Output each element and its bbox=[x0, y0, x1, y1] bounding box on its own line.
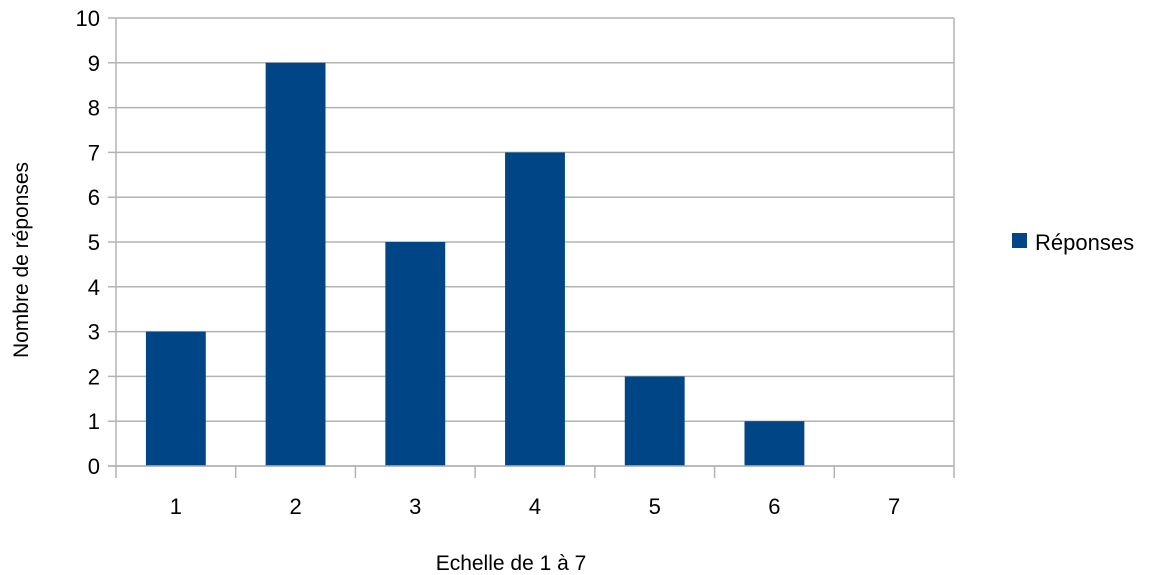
bar-3 bbox=[385, 242, 446, 466]
x-tick-label: 2 bbox=[289, 494, 301, 519]
y-tick-label: 1 bbox=[88, 409, 100, 434]
y-tick-label: 5 bbox=[88, 230, 100, 255]
x-tick-label: 7 bbox=[888, 494, 900, 519]
y-tick-label: 0 bbox=[88, 454, 100, 479]
x-axis-title: Echelle de 1 à 7 bbox=[436, 552, 587, 575]
axes bbox=[108, 18, 955, 478]
legend: Réponses bbox=[1012, 230, 1134, 255]
y-tick-label: 9 bbox=[88, 51, 100, 76]
x-tick-label: 1 bbox=[170, 494, 182, 519]
bar-1 bbox=[145, 331, 206, 466]
y-tick-label: 4 bbox=[88, 275, 100, 300]
y-tick-label: 6 bbox=[88, 185, 100, 210]
y-tick-label: 7 bbox=[88, 140, 100, 165]
y-tick-label: 10 bbox=[76, 6, 100, 31]
bar-2 bbox=[265, 62, 326, 467]
bar-6 bbox=[744, 421, 805, 466]
y-tick-label: 3 bbox=[88, 320, 100, 345]
x-tick-labels: 1 2 3 4 5 6 7 bbox=[170, 494, 901, 519]
x-tick-label: 5 bbox=[649, 494, 661, 519]
legend-label: Réponses bbox=[1035, 230, 1134, 255]
legend-swatch bbox=[1012, 233, 1027, 248]
x-tick-label: 3 bbox=[409, 494, 421, 519]
y-tick-label: 8 bbox=[88, 96, 100, 121]
y-axis-title: Nombre de réponses bbox=[10, 162, 33, 358]
y-tick-label: 2 bbox=[88, 364, 100, 389]
bar-5 bbox=[624, 376, 685, 466]
x-tick-label: 4 bbox=[529, 494, 541, 519]
y-tick-labels: 0 1 2 3 4 5 6 7 8 9 10 bbox=[76, 6, 100, 479]
bars bbox=[145, 62, 805, 467]
x-tick-label: 6 bbox=[768, 494, 780, 519]
bar-4 bbox=[505, 152, 565, 466]
